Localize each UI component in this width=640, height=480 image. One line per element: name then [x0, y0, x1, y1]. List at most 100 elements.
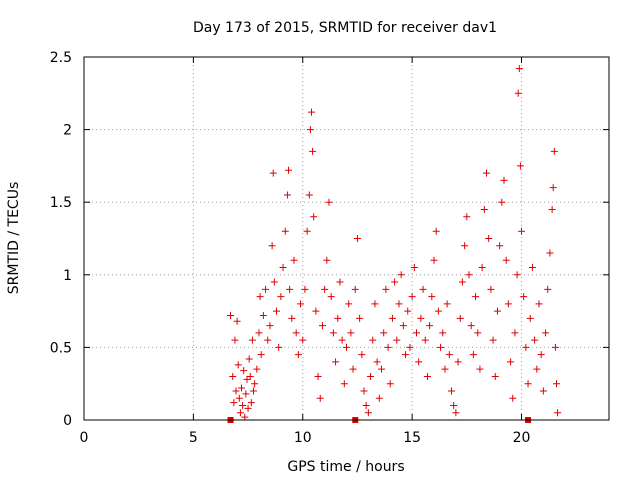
- data-point: [378, 365, 385, 373]
- data-point: [450, 401, 458, 409]
- data-point: [531, 336, 539, 344]
- data-point: [242, 390, 250, 398]
- data-point: [421, 336, 429, 344]
- data-point: [399, 322, 407, 330]
- data-point: [238, 384, 245, 392]
- data-point: [268, 242, 276, 250]
- data-point: [264, 336, 272, 344]
- data-point: [542, 329, 550, 337]
- data-point: [402, 351, 410, 359]
- data-point: [474, 329, 482, 337]
- data-point: [458, 278, 466, 286]
- data-point: [511, 329, 519, 337]
- data-point: [314, 372, 322, 380]
- data-point: [336, 278, 344, 286]
- data-point: [259, 311, 267, 319]
- data-point: [318, 322, 326, 330]
- data-point: [255, 329, 263, 337]
- data-point: [391, 278, 399, 286]
- x-axis-label: GPS time / hours: [287, 459, 404, 475]
- data-point: [445, 351, 453, 359]
- data-point: [441, 365, 449, 373]
- data-point: [351, 285, 359, 293]
- data-point: [247, 399, 255, 407]
- data-point: [375, 394, 383, 402]
- data-point: [279, 264, 287, 272]
- data-point: [236, 409, 244, 417]
- data-point: [277, 293, 285, 301]
- data-point: [461, 242, 469, 250]
- data-point: [369, 336, 377, 344]
- data-point: [397, 271, 405, 279]
- data-point: [312, 307, 320, 315]
- data-point: [232, 387, 240, 395]
- data-point: [231, 336, 239, 344]
- y-tick-label: 2: [63, 123, 72, 139]
- data-point: [550, 147, 558, 155]
- data-point: [275, 343, 283, 351]
- data-point: [373, 358, 381, 366]
- data-point: [245, 355, 253, 363]
- data-point: [480, 205, 488, 213]
- points-layer: [227, 65, 562, 423]
- data-point: [327, 293, 335, 301]
- axis-layer: 0 5 10 15 20 0 0.5 1 1.5 2 2.5: [50, 50, 609, 446]
- data-point: [493, 307, 501, 315]
- data-point: [257, 351, 265, 359]
- data-point: [345, 300, 353, 308]
- data-point: [229, 372, 237, 380]
- data-point: [413, 329, 420, 337]
- data-point: [437, 343, 445, 351]
- data-point: [384, 343, 392, 351]
- data-point: [443, 300, 451, 308]
- data-point: [452, 409, 460, 417]
- data-point: [526, 314, 534, 322]
- data-point: [241, 413, 249, 421]
- data-point: [509, 394, 517, 402]
- data-point: [234, 361, 242, 369]
- data-point: [465, 271, 473, 279]
- data-point: [467, 322, 475, 330]
- data-point: [528, 264, 536, 272]
- data-point: [553, 380, 560, 388]
- data-point: [549, 184, 557, 192]
- data-point: [386, 380, 394, 388]
- data-point: [439, 329, 447, 337]
- data-point: [513, 271, 521, 279]
- grid-layer: [84, 57, 609, 420]
- data-point: [273, 307, 280, 315]
- data-point: [537, 351, 545, 359]
- data-point: [356, 314, 364, 322]
- y-tick-label: 1.5: [50, 195, 72, 211]
- data-point: [395, 300, 403, 308]
- data-point: [288, 314, 296, 322]
- data-point: [393, 336, 401, 344]
- data-point: [515, 65, 523, 73]
- data-point: [316, 394, 324, 402]
- data-point: [502, 256, 510, 264]
- data-point: [432, 227, 440, 235]
- data-point: [371, 300, 379, 308]
- data-point: [423, 372, 431, 380]
- data-point: [426, 322, 434, 330]
- data-point: [485, 235, 493, 242]
- data-point: [380, 329, 388, 337]
- x-tick-label: 15: [403, 430, 421, 446]
- data-point: [227, 311, 235, 319]
- data-point: [349, 365, 357, 373]
- y-tick-label: 0: [63, 413, 72, 429]
- data-point: [243, 375, 251, 383]
- data-point: [498, 198, 506, 206]
- data-point: [239, 401, 247, 409]
- data-point: [463, 213, 471, 221]
- data-point: [507, 358, 515, 366]
- y-tick-label: 2.5: [50, 50, 72, 66]
- data-point: [347, 329, 355, 337]
- data-point: [290, 256, 298, 264]
- x-tick-label: 0: [80, 430, 89, 446]
- data-point: [454, 358, 462, 366]
- y-axis-label: SRMTID / TECUs: [6, 182, 22, 295]
- data-point: [544, 285, 552, 293]
- data-point: [539, 387, 547, 395]
- data-point: [340, 380, 348, 388]
